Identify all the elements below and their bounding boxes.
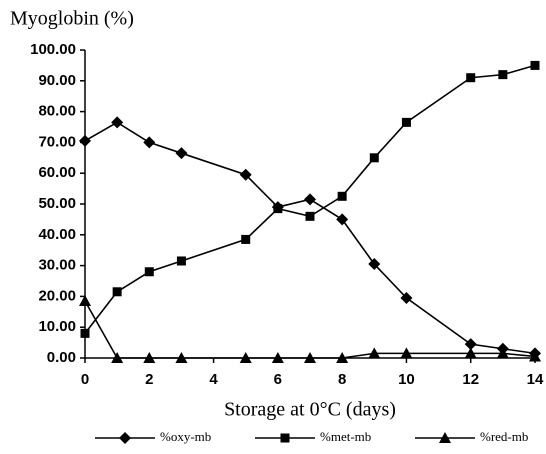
x-tick-label: 2 — [145, 371, 153, 388]
y-tick-label: 0.00 — [47, 349, 76, 366]
marker-square — [530, 60, 540, 70]
marker-triangle — [439, 432, 451, 443]
marker-triangle — [111, 352, 124, 363]
marker-triangle — [239, 352, 252, 363]
marker-square — [112, 287, 122, 297]
x-tick-label: 14 — [527, 371, 544, 388]
x-tick-label: 4 — [209, 371, 218, 388]
series-line — [84, 121, 536, 355]
marker-diamond — [79, 134, 91, 147]
y-tick-label: 70.00 — [38, 133, 76, 150]
series-line — [84, 300, 536, 359]
y-tick-label: 40.00 — [38, 226, 76, 243]
y-tick-label: 20.00 — [38, 287, 76, 304]
x-tick-label: 8 — [338, 371, 346, 388]
marker-triangle — [175, 352, 188, 363]
marker-square — [80, 328, 90, 338]
y-tick-label: 80.00 — [38, 103, 76, 120]
y-tick-label: 100.00 — [30, 41, 76, 58]
legend-label: %met-mb — [320, 429, 371, 444]
marker-square — [144, 267, 154, 277]
y-tick-label: 60.00 — [38, 164, 76, 181]
marker-square — [498, 70, 508, 80]
marker-triangle — [368, 347, 381, 359]
legend-label: %oxy-mb — [160, 429, 211, 444]
marker-triangle — [464, 347, 477, 359]
marker-square — [369, 153, 379, 163]
marker-triangle — [496, 347, 509, 359]
marker-square — [305, 211, 315, 221]
marker-square — [337, 191, 347, 201]
legend-label: %red-mb — [480, 429, 528, 444]
marker-diamond — [304, 193, 316, 206]
y-tick-label: 10.00 — [38, 318, 76, 335]
y-tick-label: 90.00 — [38, 72, 76, 89]
marker-diamond — [239, 168, 252, 181]
marker-square — [273, 204, 283, 214]
x-tick-label: 10 — [398, 371, 415, 388]
marker-triangle — [79, 295, 91, 307]
marker-triangle — [336, 352, 349, 363]
marker-diamond — [143, 136, 156, 149]
marker-square — [241, 234, 251, 244]
x-tick-label: 12 — [462, 371, 479, 388]
marker-diamond — [368, 258, 381, 271]
marker-triangle — [529, 350, 541, 362]
y-tick-label: 30.00 — [38, 257, 76, 274]
marker-square — [401, 117, 411, 127]
marker-diamond — [336, 213, 349, 226]
x-axis-label: Storage at 0°C (days) — [224, 399, 396, 421]
x-tick-label: 0 — [81, 371, 89, 388]
marker-triangle — [304, 352, 316, 363]
marker-diamond — [464, 338, 477, 351]
marker-square — [280, 433, 290, 443]
marker-diamond — [119, 432, 131, 444]
x-tick-label: 6 — [274, 371, 282, 388]
marker-diamond — [111, 116, 124, 129]
marker-diamond — [400, 291, 413, 304]
marker-triangle — [400, 347, 413, 359]
y-axis-label: Myoglobin (%) — [10, 8, 134, 30]
marker-triangle — [271, 352, 284, 363]
y-tick-label: 50.00 — [38, 195, 76, 212]
marker-square — [466, 73, 476, 83]
marker-diamond — [175, 147, 188, 160]
marker-square — [176, 256, 186, 266]
marker-triangle — [143, 352, 156, 363]
